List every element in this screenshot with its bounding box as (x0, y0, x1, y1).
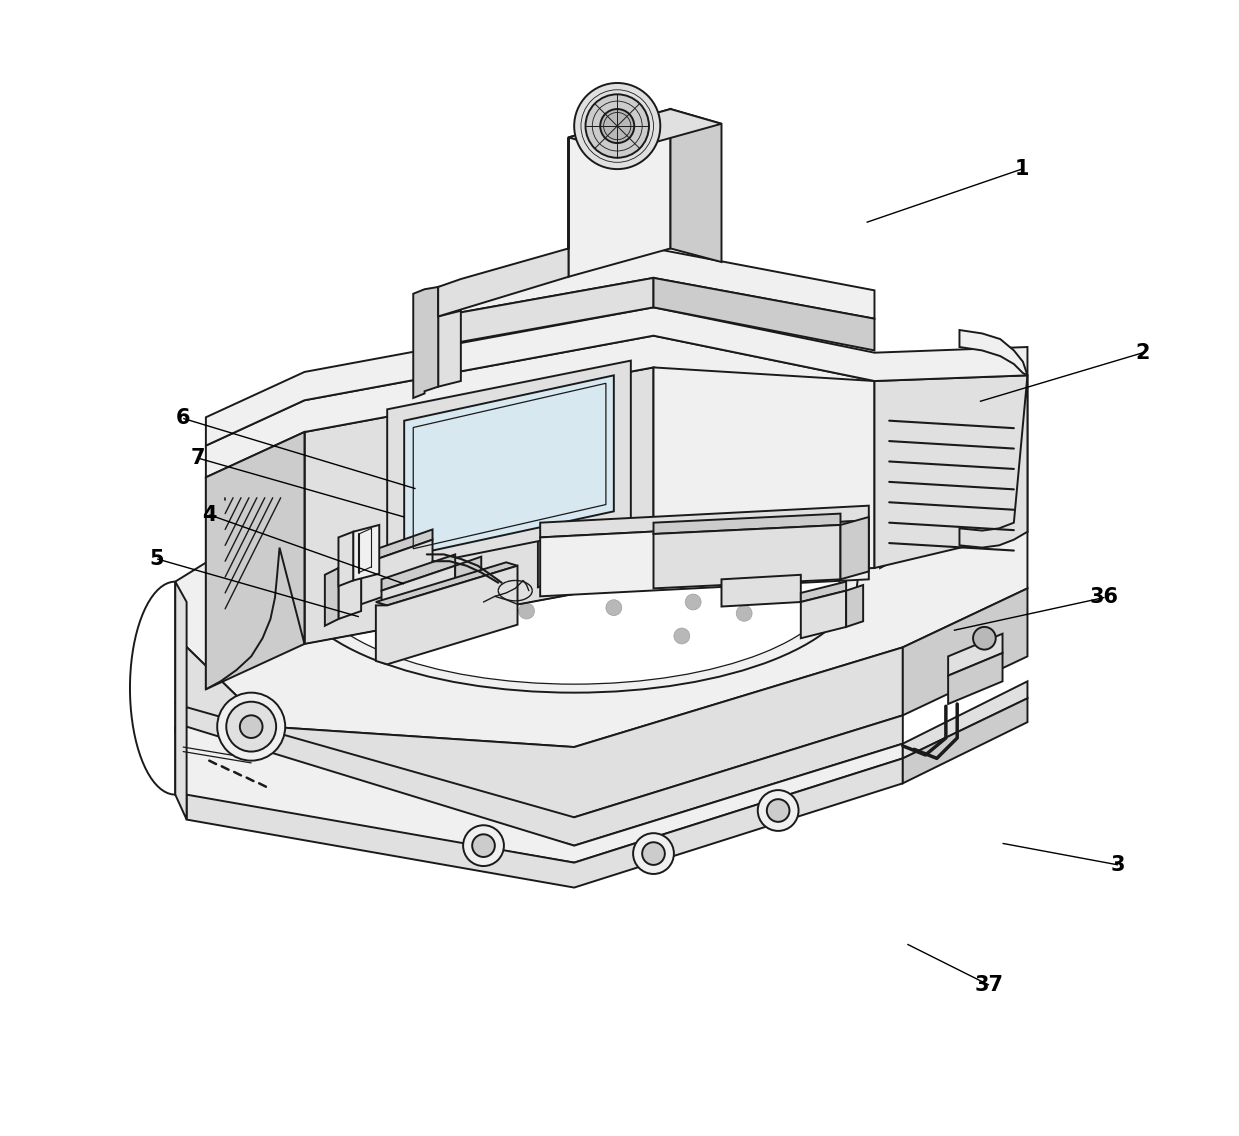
Polygon shape (206, 432, 305, 690)
Text: 36: 36 (1090, 587, 1119, 608)
Circle shape (574, 83, 660, 169)
Polygon shape (375, 562, 518, 605)
Polygon shape (382, 566, 455, 627)
Circle shape (612, 535, 627, 551)
Polygon shape (540, 506, 869, 537)
Polygon shape (800, 591, 846, 638)
Circle shape (463, 825, 504, 866)
Polygon shape (175, 727, 903, 862)
Circle shape (425, 549, 440, 565)
Circle shape (736, 605, 752, 621)
Polygon shape (948, 375, 1027, 532)
Polygon shape (439, 311, 461, 386)
Text: 5: 5 (150, 549, 165, 569)
Circle shape (678, 546, 693, 562)
Circle shape (240, 716, 263, 738)
Polygon shape (353, 525, 379, 580)
Text: 6: 6 (176, 409, 191, 428)
Circle shape (519, 603, 534, 619)
Circle shape (440, 600, 455, 616)
Polygon shape (903, 588, 1027, 716)
Polygon shape (880, 375, 948, 568)
Polygon shape (338, 532, 353, 586)
Polygon shape (206, 336, 875, 477)
Polygon shape (846, 585, 864, 627)
Polygon shape (959, 331, 1027, 375)
Circle shape (685, 594, 701, 610)
Polygon shape (325, 568, 338, 626)
Ellipse shape (309, 475, 839, 684)
Polygon shape (414, 287, 439, 398)
Polygon shape (175, 582, 187, 819)
Circle shape (674, 628, 690, 644)
Text: 3: 3 (1111, 855, 1125, 875)
Polygon shape (361, 529, 432, 565)
Ellipse shape (291, 466, 857, 693)
Circle shape (472, 834, 494, 857)
Polygon shape (538, 517, 560, 587)
Polygon shape (382, 554, 455, 591)
Polygon shape (653, 513, 840, 534)
Polygon shape (540, 520, 869, 596)
Polygon shape (903, 682, 1027, 759)
Polygon shape (959, 375, 1027, 548)
Circle shape (736, 566, 752, 582)
Polygon shape (560, 511, 576, 579)
Polygon shape (840, 517, 869, 579)
Polygon shape (653, 525, 840, 588)
Text: 2: 2 (1136, 343, 1150, 362)
Polygon shape (206, 308, 1027, 445)
Polygon shape (653, 278, 875, 350)
Polygon shape (206, 432, 305, 690)
Polygon shape (175, 704, 903, 845)
Circle shape (227, 702, 276, 752)
Polygon shape (875, 375, 1027, 568)
Polygon shape (361, 540, 432, 604)
Text: 1: 1 (1015, 159, 1030, 179)
Polygon shape (880, 375, 1027, 411)
Circle shape (217, 693, 285, 761)
Polygon shape (903, 699, 1027, 784)
Text: 4: 4 (202, 504, 217, 525)
Polygon shape (948, 653, 1002, 704)
Circle shape (771, 585, 786, 601)
Polygon shape (404, 375, 613, 557)
Circle shape (758, 791, 799, 830)
Circle shape (600, 109, 634, 143)
Circle shape (642, 842, 665, 864)
Polygon shape (388, 360, 631, 571)
Circle shape (509, 532, 525, 548)
Polygon shape (721, 575, 800, 607)
Polygon shape (439, 137, 569, 317)
Polygon shape (439, 278, 653, 345)
Polygon shape (670, 109, 721, 262)
Polygon shape (175, 636, 903, 817)
Polygon shape (439, 249, 875, 319)
Polygon shape (338, 560, 361, 619)
Polygon shape (175, 418, 1027, 747)
Polygon shape (653, 367, 875, 579)
Polygon shape (187, 759, 903, 887)
Polygon shape (569, 109, 721, 152)
Circle shape (586, 94, 649, 158)
Circle shape (374, 569, 389, 585)
Text: 7: 7 (191, 448, 206, 468)
Circle shape (383, 592, 399, 608)
Circle shape (633, 833, 674, 874)
Circle shape (606, 600, 622, 616)
Polygon shape (948, 634, 1002, 676)
Polygon shape (800, 582, 846, 602)
Polygon shape (455, 557, 481, 602)
Text: 37: 37 (974, 975, 1004, 995)
Circle shape (767, 800, 789, 821)
Polygon shape (569, 109, 670, 277)
Polygon shape (375, 566, 518, 665)
Polygon shape (305, 367, 653, 644)
Circle shape (973, 627, 996, 650)
